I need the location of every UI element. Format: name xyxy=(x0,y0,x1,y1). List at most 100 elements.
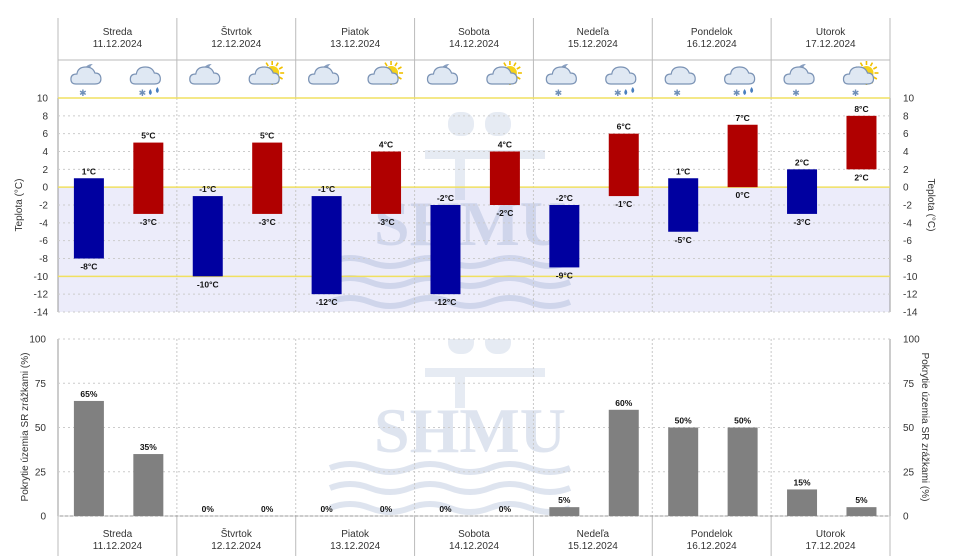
night-temperature-bar xyxy=(73,178,104,259)
snowflake: ✱ xyxy=(139,88,147,98)
temperature-min-label: 2°C xyxy=(854,172,868,182)
temperature-tick-left: -8 xyxy=(39,254,48,265)
sun-ray xyxy=(516,66,521,70)
precipitation-tick-left: 0 xyxy=(40,512,46,523)
day-date-top: 12.12.2024 xyxy=(211,39,261,50)
cloud-shape xyxy=(70,66,102,85)
day-date-top: 11.12.2024 xyxy=(93,39,143,50)
temperature-tick-right: -10 xyxy=(903,272,918,283)
rain-drop xyxy=(624,89,628,95)
precipitation-bar xyxy=(787,489,818,516)
temperature-tick-right: -14 xyxy=(903,308,918,319)
snowflake: ✱ xyxy=(555,88,563,98)
temperature-min-label: -9°C xyxy=(556,270,573,280)
day-name-bottom: Piatok xyxy=(341,529,370,540)
night-cloud-snow-icon: ✱ xyxy=(70,63,102,98)
day-name-bottom: Pondelok xyxy=(691,529,734,540)
snowflake: ✱ xyxy=(792,88,800,98)
temperature-tick-left: -10 xyxy=(34,272,49,283)
day-name-bottom: Nedeľa xyxy=(577,529,610,540)
precipitation-bar xyxy=(608,409,639,516)
day-name-bottom: Utorok xyxy=(816,529,846,540)
cloud-shape xyxy=(486,66,518,85)
precipitation-value-label: 0% xyxy=(202,504,215,514)
temperature-max-label: -1°C xyxy=(199,184,216,194)
sun-cloud-snow-icon: ✱ xyxy=(842,61,879,98)
snowflake: ✱ xyxy=(733,88,741,98)
precipitation-value-label: 60% xyxy=(615,398,632,408)
night-temperature-bar xyxy=(787,169,818,214)
cloud-shape xyxy=(248,66,280,85)
rain-drop xyxy=(155,87,159,93)
precipitation-tick-right: 0 xyxy=(903,512,909,523)
rain-drop xyxy=(148,89,152,95)
day-name-bottom: Streda xyxy=(103,529,133,540)
rain-drop xyxy=(743,89,747,95)
temperature-max-label: 5°C xyxy=(141,131,155,141)
sun-ray xyxy=(394,62,398,67)
sun-ray xyxy=(278,76,283,80)
precipitation-value-label: 15% xyxy=(794,477,811,487)
day-temperature-bar xyxy=(371,151,402,214)
temperature-min-label: -3°C xyxy=(793,217,810,227)
precipitation-tick-left: 100 xyxy=(29,335,46,346)
precipitation-value-label: 5% xyxy=(558,495,571,505)
day-name-top: Utorok xyxy=(816,27,846,38)
night-temperature-bar xyxy=(192,196,223,277)
cloud-shape xyxy=(842,66,875,85)
snowflake: ✱ xyxy=(614,88,622,98)
temperature-tick-right: 4 xyxy=(903,147,909,158)
sun-ray xyxy=(265,62,269,67)
precipitation-tick-right: 75 xyxy=(903,379,915,390)
cloud-rain-snow-icon: ✱ xyxy=(605,66,637,98)
cloud-shape xyxy=(605,66,637,85)
cloud-rain-snow-icon: ✱ xyxy=(129,66,161,98)
sun-ray xyxy=(873,66,878,70)
day-date-top: 14.12.2024 xyxy=(449,39,499,50)
sun-ray xyxy=(397,66,402,70)
temperature-tick-left: -4 xyxy=(39,218,48,229)
precipitation-axis-title-left: Pokrytie územia SR zrážkami (%) xyxy=(20,353,31,502)
precipitation-bar xyxy=(549,507,580,516)
day-date-bottom: 16.12.2024 xyxy=(687,541,737,552)
day-name-top: Streda xyxy=(103,27,133,38)
temperature-tick-right: -6 xyxy=(903,236,912,247)
day-temperature-bar xyxy=(252,142,283,214)
precipitation-value-label: 5% xyxy=(855,495,868,505)
precipitation-tick-right: 100 xyxy=(903,335,920,346)
temperature-max-label: 1°C xyxy=(82,166,96,176)
night-cloud-snow-icon: ✱ xyxy=(783,63,815,98)
temperature-tick-right: 0 xyxy=(903,183,909,194)
sun-ray xyxy=(869,62,874,67)
temperature-tick-right: -12 xyxy=(903,290,918,301)
precipitation-bar xyxy=(846,507,877,516)
temperature-tick-left: 10 xyxy=(37,94,49,105)
day-name-top: Piatok xyxy=(341,27,370,38)
sun-ray xyxy=(397,76,402,80)
temperature-max-label: -2°C xyxy=(556,193,573,203)
sun-ray xyxy=(513,62,517,67)
temperature-tick-left: 8 xyxy=(42,111,48,122)
temperature-min-label: -12°C xyxy=(316,297,338,307)
temperature-tick-right: -4 xyxy=(903,218,912,229)
temperature-axis-title-left: Teplota (°C) xyxy=(14,179,25,232)
day-temperature-bar xyxy=(608,133,639,197)
cloud-shape xyxy=(426,66,459,85)
sun-cloud-icon xyxy=(486,61,522,85)
night-cloud-icon xyxy=(189,63,221,85)
night-temperature-bar xyxy=(668,178,699,232)
day-name-bottom: Sobota xyxy=(458,529,490,540)
precipitation-tick-left: 25 xyxy=(35,467,47,478)
temperature-tick-left: -12 xyxy=(34,290,49,301)
day-date-bottom: 17.12.2024 xyxy=(806,541,856,552)
temperature-tick-right: 10 xyxy=(903,94,915,105)
precipitation-bar xyxy=(668,427,699,516)
shmu-watermark-bottom: SHMU xyxy=(328,339,572,515)
precipitation-value-label: 0% xyxy=(380,504,393,514)
shmu-watermark-top: SHMU xyxy=(328,112,572,309)
night-temperature-bar xyxy=(311,196,342,295)
cloud-shape xyxy=(664,66,696,85)
precipitation-bar xyxy=(727,427,758,516)
cloud-shape xyxy=(308,66,340,85)
